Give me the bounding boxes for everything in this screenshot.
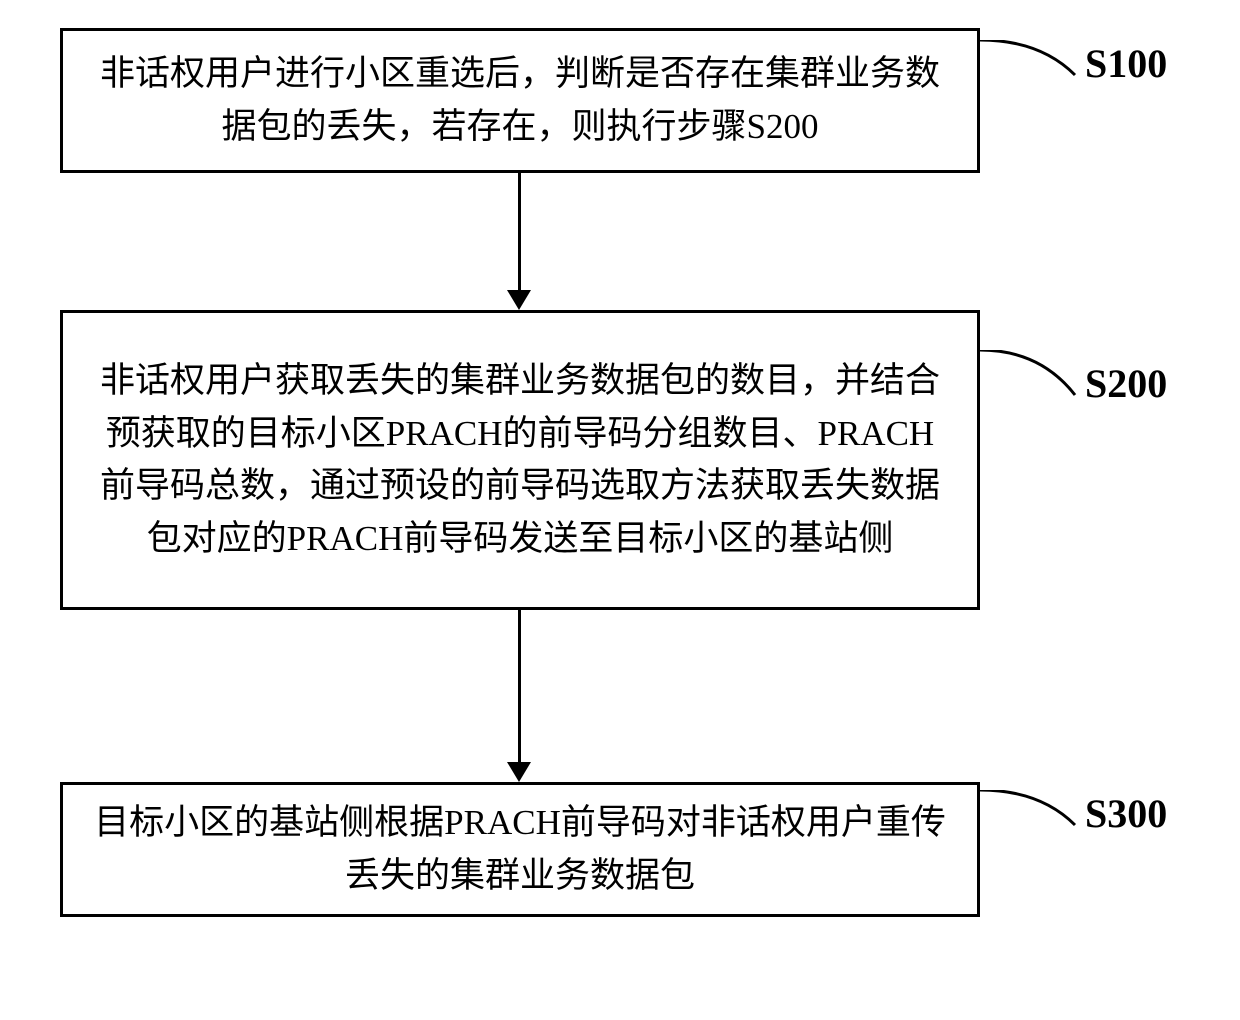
step-label-s300: S300 bbox=[1085, 790, 1167, 837]
edge-s100-s200 bbox=[518, 173, 521, 290]
node-text-s300: 目标小区的基站侧根据PRACH前导码对非话权用户重传丢失的集群业务数据包 bbox=[93, 797, 947, 902]
node-text-s100: 非话权用户进行小区重选后，判断是否存在集群业务数据包的丢失，若存在，则执行步骤S… bbox=[93, 48, 947, 153]
flowchart-container: 非话权用户进行小区重选后，判断是否存在集群业务数据包的丢失，若存在，则执行步骤S… bbox=[0, 0, 1240, 1020]
node-text-s200: 非话权用户获取丢失的集群业务数据包的数目，并结合预获取的目标小区PRACH的前导… bbox=[93, 355, 947, 565]
leader-line-s100 bbox=[980, 40, 1080, 80]
flowchart-node-s300: 目标小区的基站侧根据PRACH前导码对非话权用户重传丢失的集群业务数据包 bbox=[60, 782, 980, 917]
step-label-s200: S200 bbox=[1085, 360, 1167, 407]
arrow-s200-s300 bbox=[507, 762, 531, 782]
flowchart-node-s200: 非话权用户获取丢失的集群业务数据包的数目，并结合预获取的目标小区PRACH的前导… bbox=[60, 310, 980, 610]
flowchart-node-s100: 非话权用户进行小区重选后，判断是否存在集群业务数据包的丢失，若存在，则执行步骤S… bbox=[60, 28, 980, 173]
edge-s200-s300 bbox=[518, 610, 521, 762]
leader-line-s200 bbox=[980, 350, 1080, 400]
arrow-s100-s200 bbox=[507, 290, 531, 310]
step-label-s100: S100 bbox=[1085, 40, 1167, 87]
leader-line-s300 bbox=[980, 790, 1080, 830]
